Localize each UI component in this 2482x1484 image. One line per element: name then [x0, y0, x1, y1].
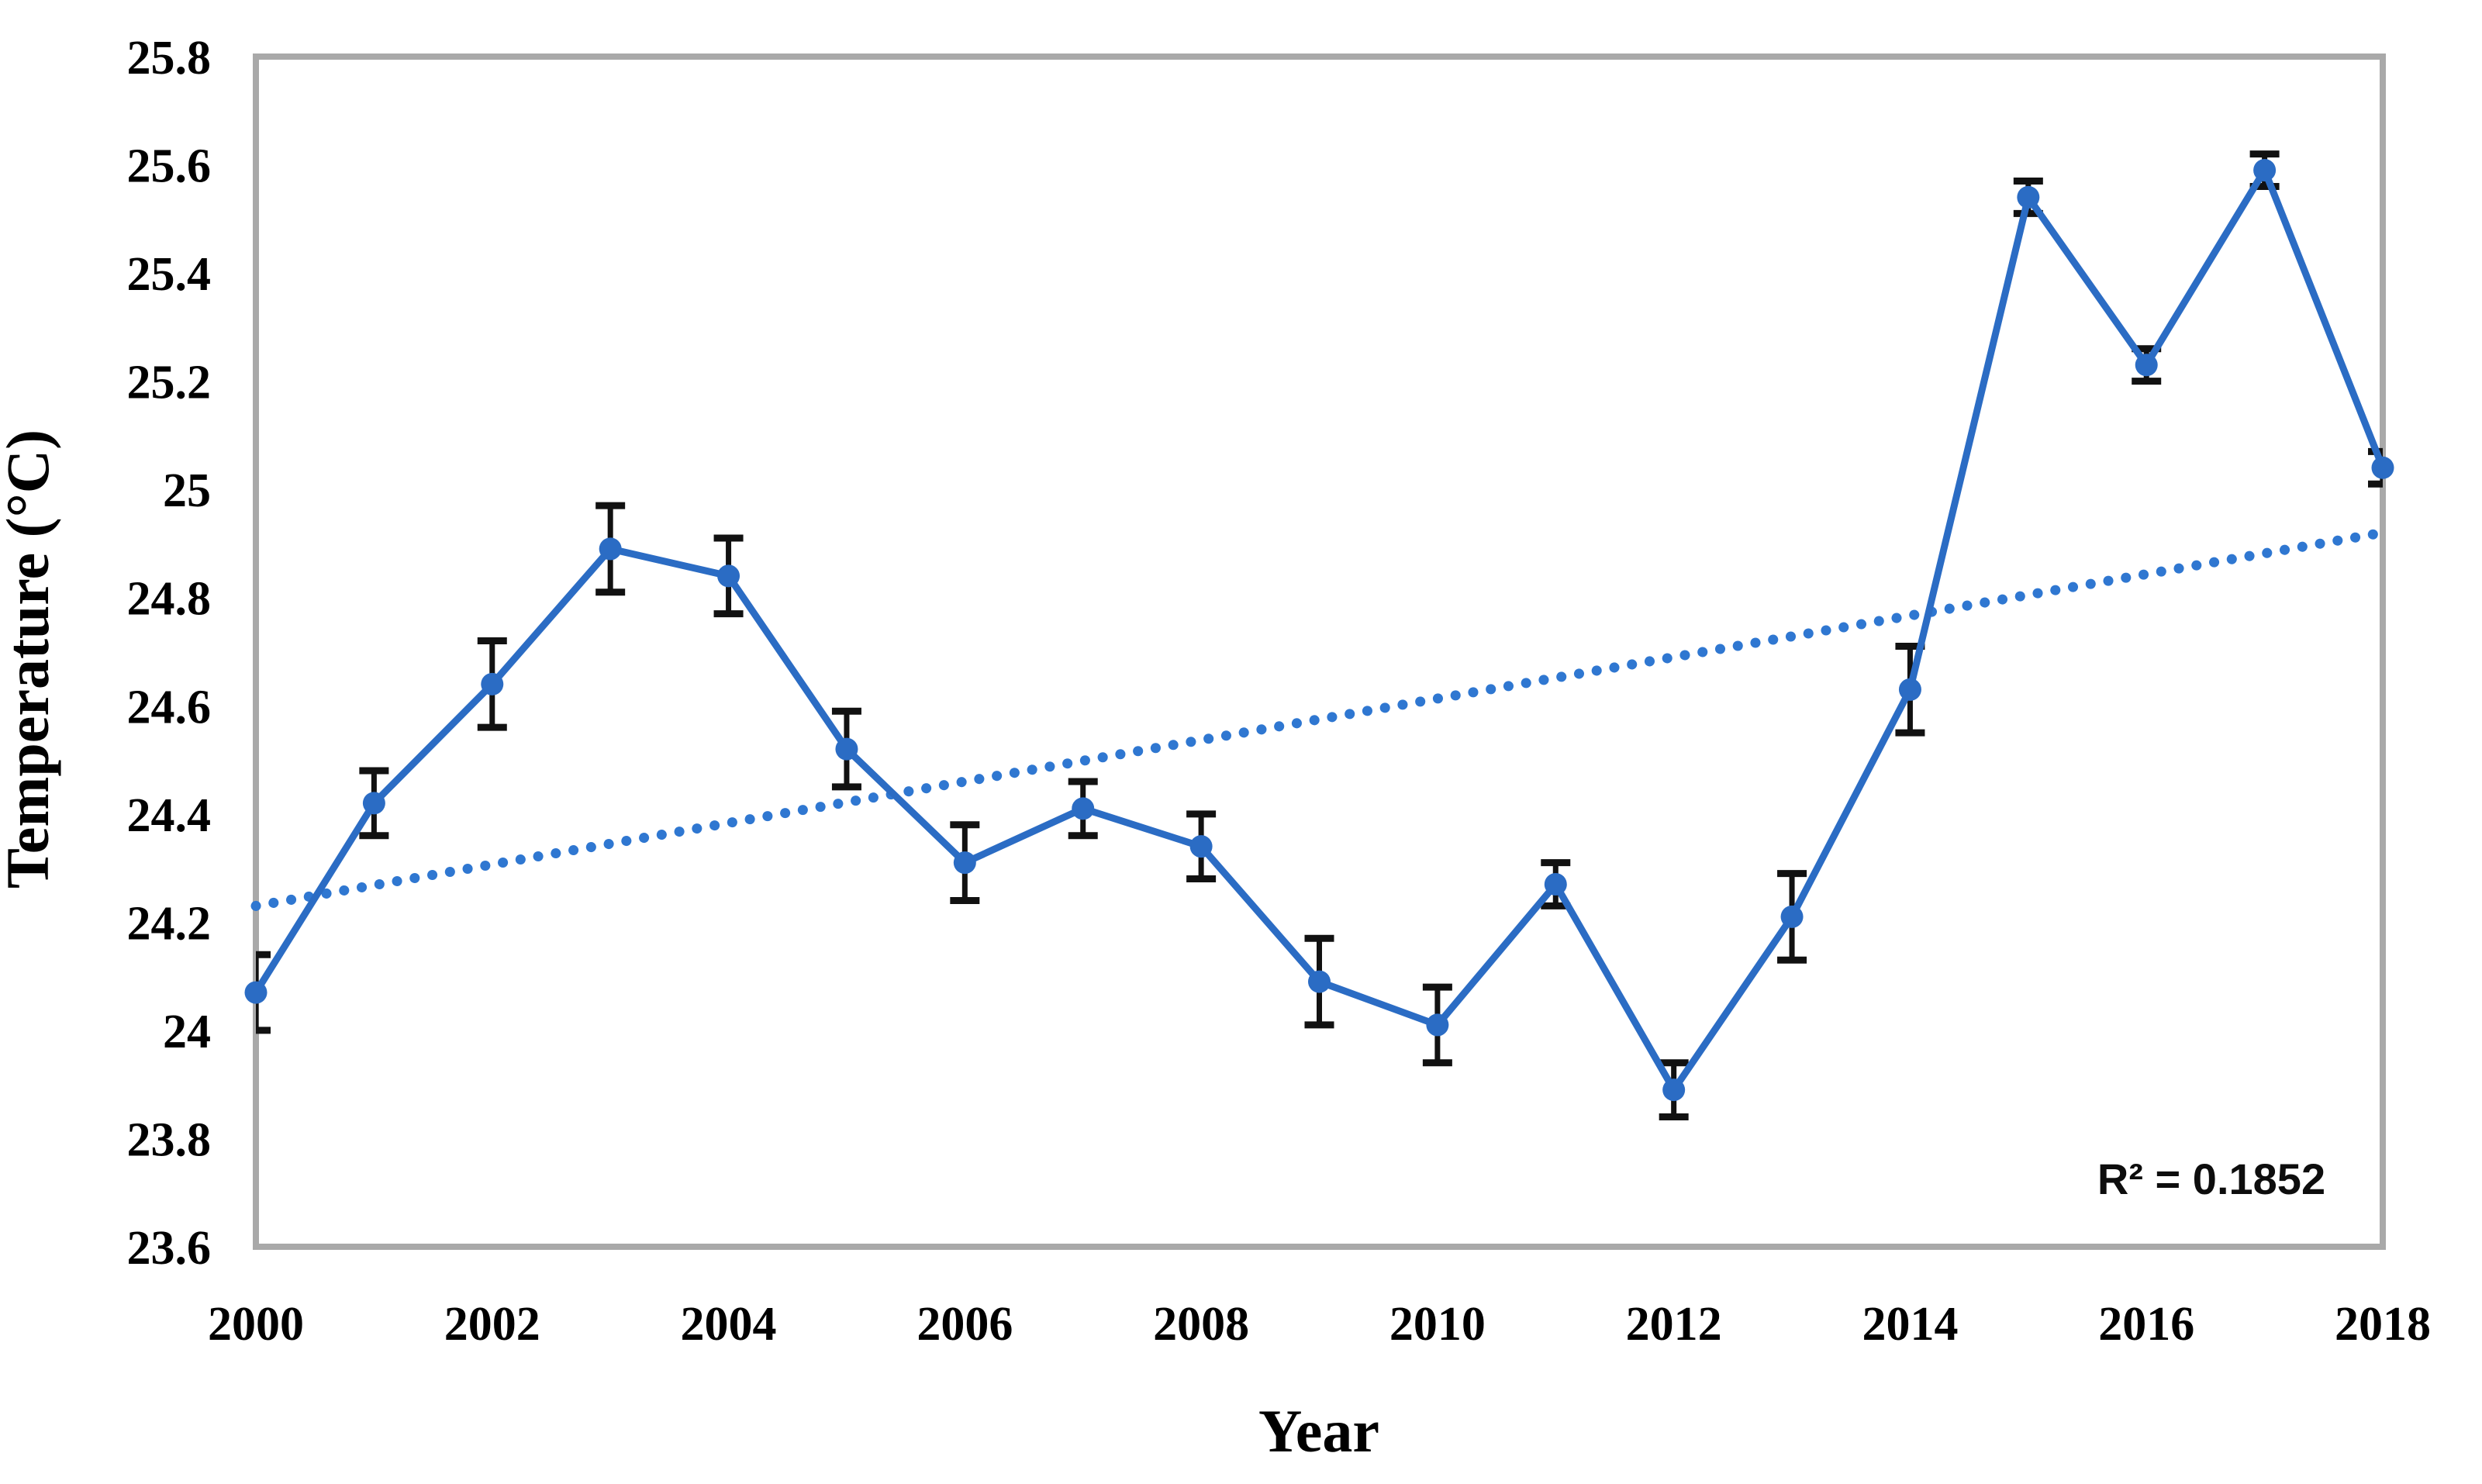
x-tick-label: 2012: [1626, 1298, 1722, 1351]
y-axis-tick-labels: 23.6 23.8 24 24.2 24.4 24.6 24.8 25 25.2 25.4 25.6…: [127, 32, 212, 1275]
x-tick-label: 2004: [681, 1298, 777, 1351]
data-point-2006: [953, 851, 976, 875]
y-tick-label: 25.6: [127, 140, 212, 193]
data-point-2007: [1072, 797, 1095, 820]
data-point-2012: [1662, 1078, 1686, 1102]
data-point-2016: [2135, 354, 2158, 377]
data-point-2000: [244, 981, 268, 1004]
y-tick-label: 24.2: [127, 897, 212, 950]
x-tick-label: 2000: [208, 1298, 304, 1351]
data-point-2014: [1898, 678, 1921, 701]
data-point-2004: [717, 564, 740, 588]
x-tick-label: 2016: [2098, 1298, 2194, 1351]
y-tick-label: 25.2: [127, 357, 212, 409]
data-point-2017: [2253, 159, 2277, 182]
y-tick-label: 23.8: [127, 1113, 212, 1166]
error-bar: [256, 951, 271, 1034]
plot-area-frame: [253, 53, 2386, 1250]
temperature-data-points: [244, 159, 2394, 1102]
y-tick-label: 24: [163, 1006, 211, 1058]
x-tick-label: 2014: [1862, 1298, 1958, 1351]
y-tick-label: 24.6: [127, 681, 212, 733]
data-point-2003: [599, 537, 622, 561]
trendline-dotted: [250, 527, 2388, 911]
x-tick-label: 2018: [2335, 1298, 2431, 1351]
x-tick-label: 2008: [1153, 1298, 1249, 1351]
data-point-2010: [1426, 1013, 1449, 1037]
data-point-2011: [1544, 873, 1567, 896]
x-tick-label: 2010: [1389, 1298, 1486, 1351]
y-tick-label: 25: [163, 464, 211, 517]
x-tick-label: 2002: [444, 1298, 540, 1351]
y-tick-label: 25.8: [127, 32, 212, 85]
x-axis-tick-labels: 2000 2002 2004 2006 2008 2010 2012 2014 2016 2018: [208, 1298, 2431, 1351]
data-point-2001: [362, 792, 385, 815]
data-point-2013: [1780, 905, 1804, 928]
y-tick-label: 23.6: [127, 1222, 212, 1275]
linear-trendline: [250, 527, 2388, 911]
data-point-2015: [2017, 185, 2040, 209]
data-point-2018: [2371, 456, 2394, 479]
x-axis-title: Year: [1258, 1397, 1379, 1465]
y-axis-title: Temperature (°C): [0, 430, 61, 889]
r-squared-annotation: R² = 0.1852: [2097, 1154, 2325, 1203]
y-tick-label: 25.4: [127, 248, 212, 301]
x-tick-label: 2006: [917, 1298, 1013, 1351]
y-tick-label: 24.4: [127, 789, 212, 842]
data-point-2009: [1308, 970, 1331, 993]
data-point-2005: [835, 737, 858, 761]
data-point-2008: [1189, 835, 1213, 858]
y-tick-label: 24.8: [127, 573, 212, 626]
data-point-2002: [481, 672, 504, 695]
